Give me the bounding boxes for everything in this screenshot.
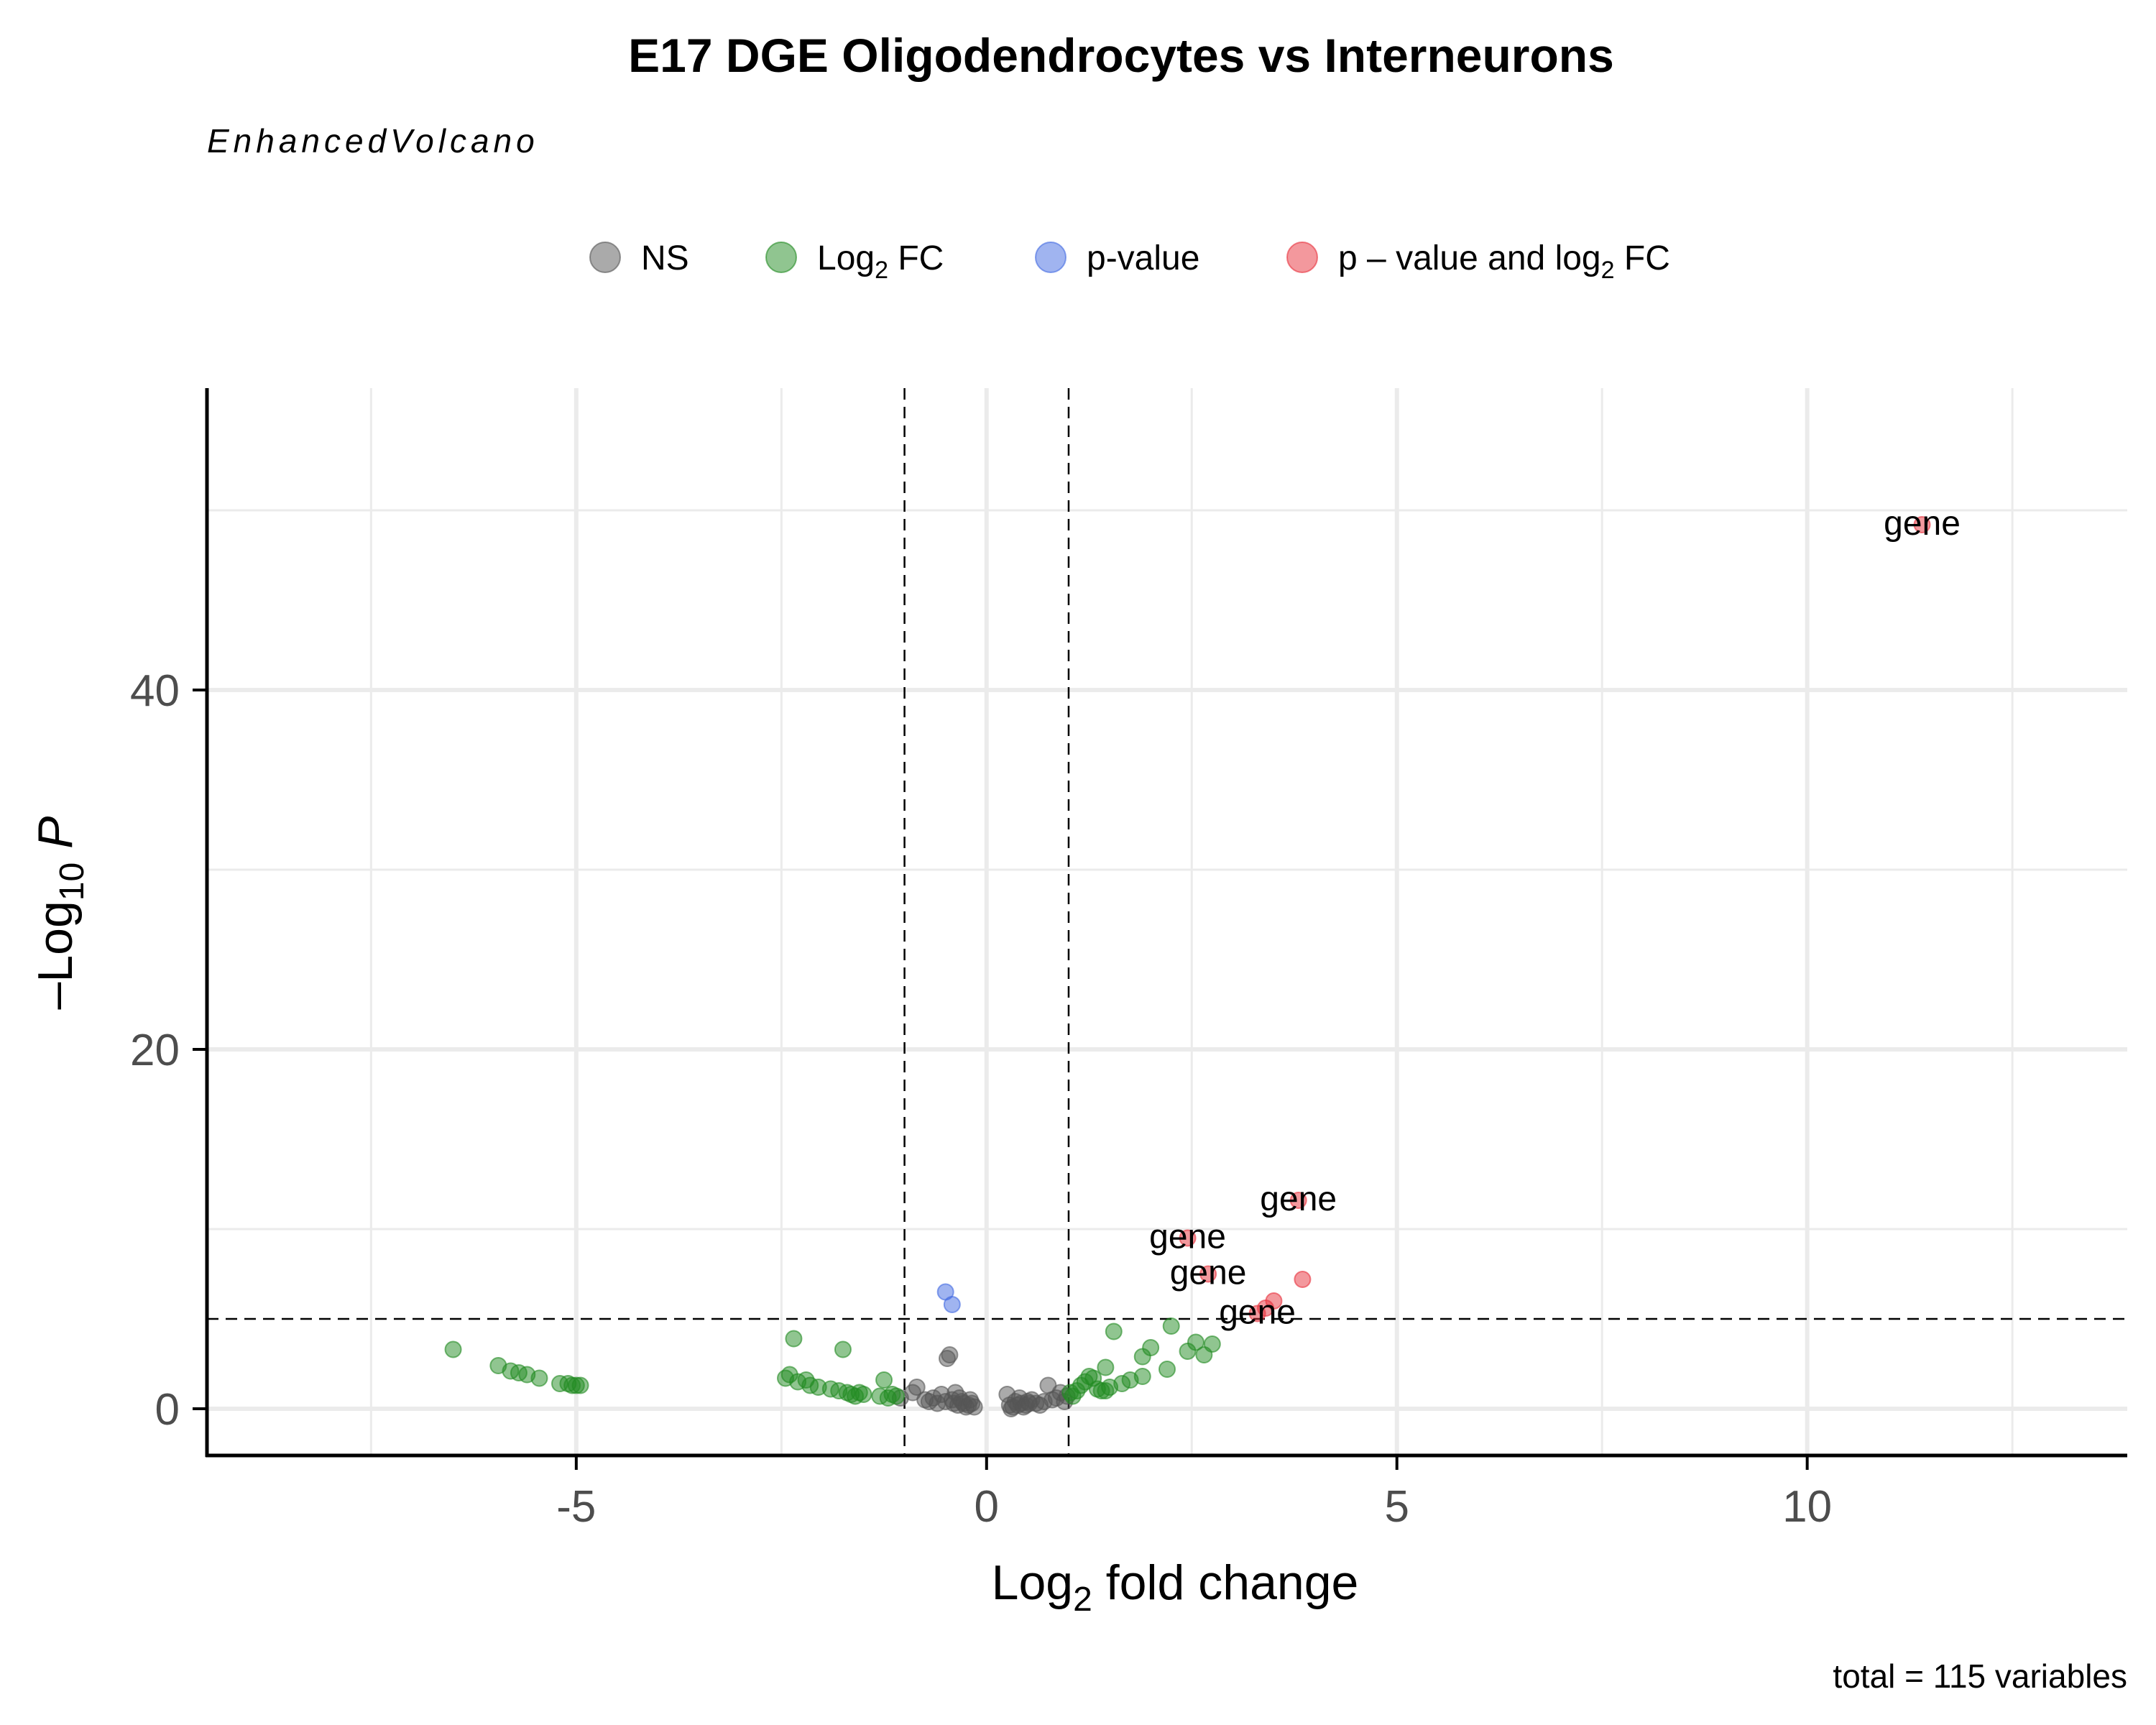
chart-title: E17 DGE Oligodendrocytes vs Interneurons: [628, 29, 1614, 82]
data-point: [1133, 1368, 1151, 1385]
legend-label: Log2 FC: [817, 239, 944, 284]
data-point: [1097, 1358, 1115, 1376]
data-point: [444, 1340, 462, 1358]
y-tick-label: 40: [130, 666, 180, 716]
data-point: [1179, 1229, 1197, 1247]
x-tick-label: 10: [1782, 1482, 1832, 1532]
legend: NS Log2 FC p-value p – value and log2 FC: [589, 239, 1670, 284]
legend-label: p-value: [1087, 239, 1199, 277]
data-point: [1158, 1361, 1176, 1378]
data-point: [1162, 1317, 1180, 1335]
x-axis-title: Log2 fold change: [992, 1555, 1359, 1619]
threshold-lines: [207, 388, 2127, 1455]
legend-swatch: [765, 242, 797, 273]
data-point: [834, 1340, 852, 1358]
gene-label: gene: [1219, 1294, 1296, 1332]
data-point: [1913, 516, 1931, 533]
y-tick-label: 0: [155, 1385, 180, 1435]
data-point: [1289, 1192, 1307, 1209]
data-point: [1105, 1322, 1123, 1340]
gene-label: gene: [1260, 1180, 1337, 1218]
gene-label: gene: [1149, 1218, 1226, 1256]
legend-swatch: [1286, 242, 1318, 273]
data-point: [1203, 1335, 1221, 1353]
data-point: [908, 1379, 926, 1396]
data-point: [530, 1369, 548, 1387]
axes: -5 0 5 10 0 20 40: [130, 388, 2127, 1532]
grid-lines: [207, 388, 2127, 1455]
data-point: [571, 1376, 589, 1394]
y-axis-title: –Log10 P: [28, 816, 91, 1010]
x-tick-label: 5: [1384, 1482, 1409, 1532]
x-tick-label: 0: [975, 1482, 999, 1532]
data-point: [785, 1330, 803, 1348]
data-point: [1199, 1265, 1217, 1283]
legend-item: p-value: [1035, 239, 1199, 277]
data-point: [965, 1398, 983, 1416]
caption: total = 115 variables: [1833, 1657, 2127, 1695]
legend-item: Log2 FC: [765, 239, 944, 284]
gene-label: gene: [1884, 505, 1961, 543]
data-point: [854, 1386, 872, 1403]
legend-swatch: [1035, 242, 1067, 273]
data-point: [1187, 1333, 1204, 1351]
legend-label: p – value and log2 FC: [1338, 239, 1670, 284]
data-point: [941, 1346, 959, 1363]
data-point: [1142, 1339, 1160, 1356]
gene-label: gene: [1170, 1254, 1247, 1292]
legend-swatch: [589, 242, 621, 273]
data-point: [1248, 1305, 1266, 1322]
chart-subtitle: EnhancedVolcano: [207, 122, 539, 160]
data-point: [888, 1387, 906, 1405]
legend-label: NS: [641, 239, 689, 277]
y-tick-label: 20: [130, 1026, 180, 1075]
x-tick-label: -5: [556, 1482, 596, 1532]
data-point: [943, 1296, 961, 1313]
legend-item: NS: [589, 239, 689, 277]
data-points: [444, 516, 1931, 1417]
data-point: [1294, 1271, 1312, 1288]
legend-item: p – value and log2 FC: [1286, 239, 1670, 284]
data-point: [875, 1371, 893, 1389]
